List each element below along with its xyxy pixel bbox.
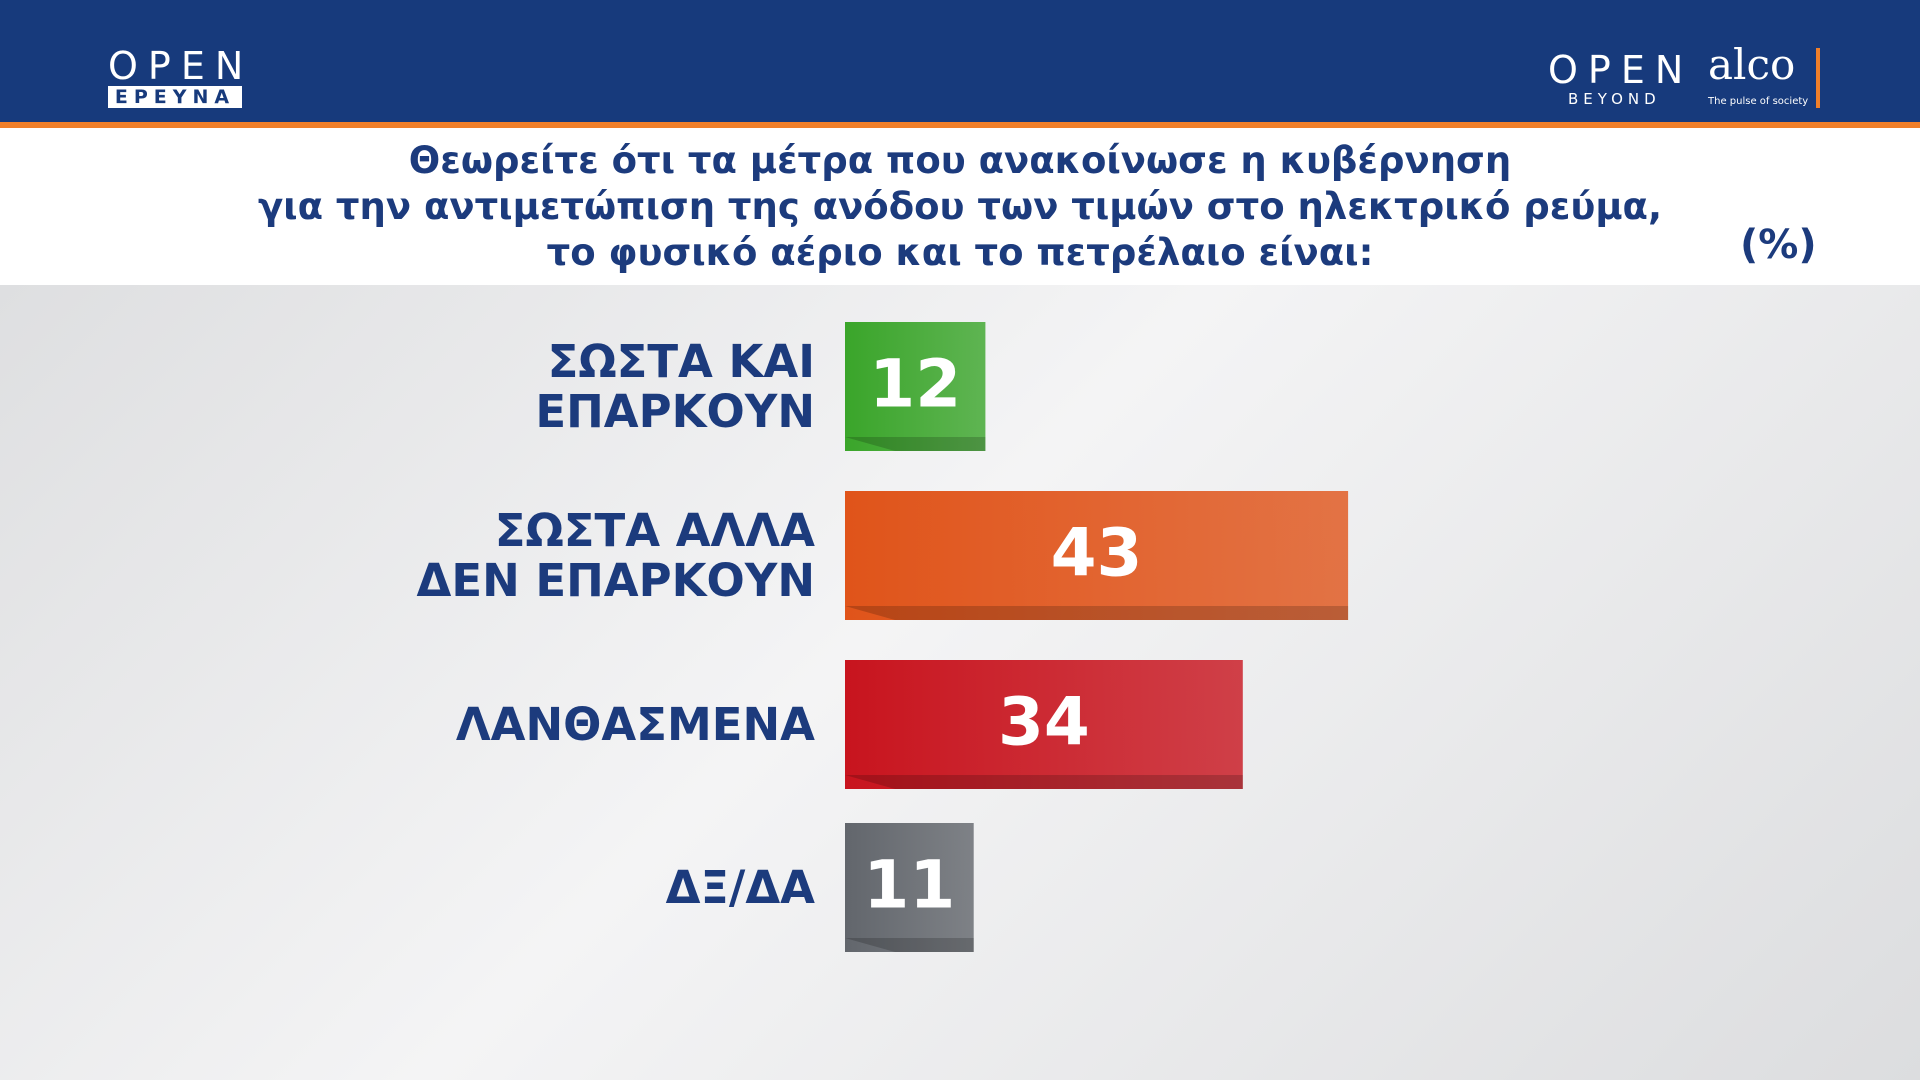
value-label: 11 [863, 847, 955, 924]
logo-text: OPEN [1548, 48, 1694, 92]
category-label: ΣΩΣΤΑ ΚΑΙ ΕΠΑΡΚΟΥΝ [535, 334, 815, 438]
divider [1816, 48, 1820, 108]
title-band [0, 128, 1920, 285]
value-label: 12 [869, 346, 961, 423]
chart-title: Θεωρείτε ότι τα μέτρα που ανακοίνωσε η κ… [257, 139, 1663, 274]
value-label: 43 [1051, 515, 1143, 592]
bar [845, 823, 974, 952]
logo-sub: ΕΡΕΥΝΑ [108, 86, 242, 108]
bar-shade [845, 437, 986, 451]
logo-sub: BEYOND [1568, 90, 1661, 108]
logo-text: OPEN [108, 44, 254, 88]
category-label: ΔΞ/ΔΑ [665, 860, 815, 914]
bar [845, 491, 1349, 620]
category-label: ΛΑΝΘΑΣΜΕΝΑ [455, 697, 815, 751]
bar-shade [845, 775, 1243, 789]
bar-shade [845, 938, 974, 952]
partner-logo: alco [1708, 40, 1796, 89]
bar-shade [845, 606, 1349, 620]
partner-sub: The pulse of society [1708, 96, 1809, 107]
bar [845, 322, 986, 451]
value-label: 34 [998, 684, 1090, 761]
bar [845, 660, 1243, 789]
category-label: ΣΩΣΤΑ ΑΛΛΑ ΔΕΝ ΕΠΑΡΚΟΥΝ [416, 503, 815, 607]
header-band [0, 0, 1920, 128]
unit-label: (%) [1740, 222, 1817, 268]
